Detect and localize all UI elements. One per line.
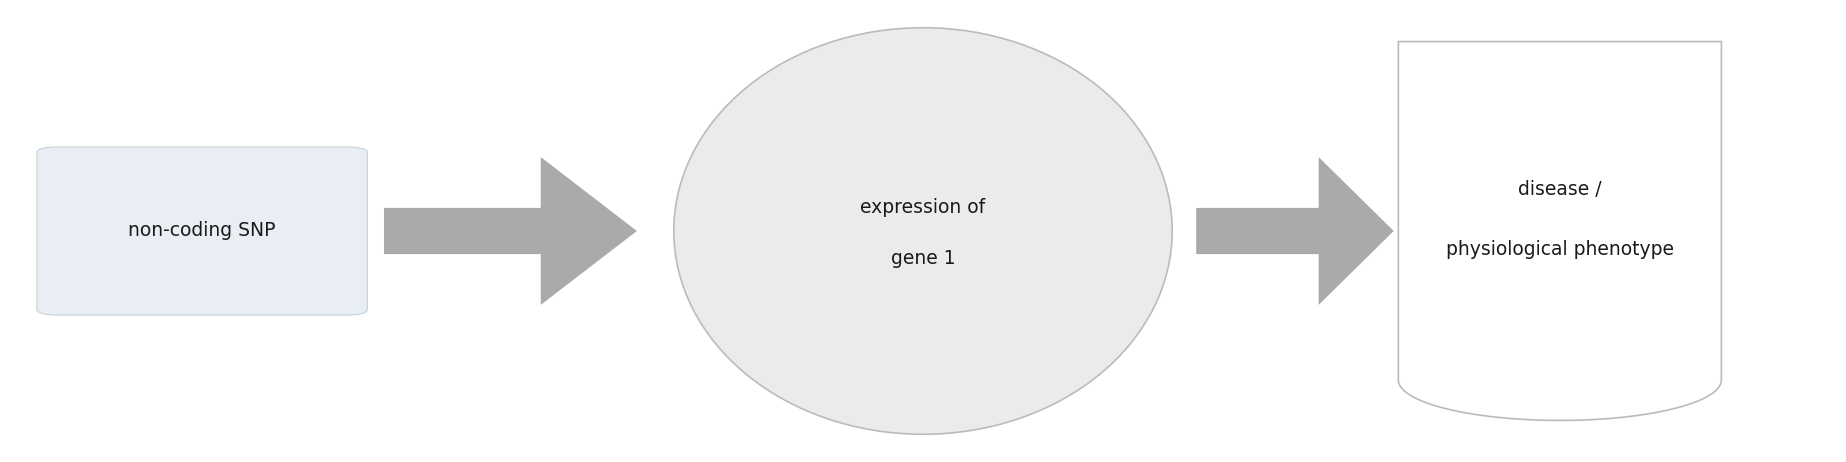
Ellipse shape: [674, 28, 1172, 434]
Text: expression of: expression of: [860, 198, 986, 218]
Text: physiological phenotype: physiological phenotype: [1445, 240, 1674, 259]
Text: disease /: disease /: [1517, 180, 1602, 199]
FancyBboxPatch shape: [37, 147, 367, 315]
Text: non-coding SNP: non-coding SNP: [129, 221, 275, 241]
PathPatch shape: [384, 157, 637, 305]
PathPatch shape: [1196, 157, 1394, 305]
PathPatch shape: [1397, 42, 1720, 420]
Text: gene 1: gene 1: [890, 249, 956, 268]
